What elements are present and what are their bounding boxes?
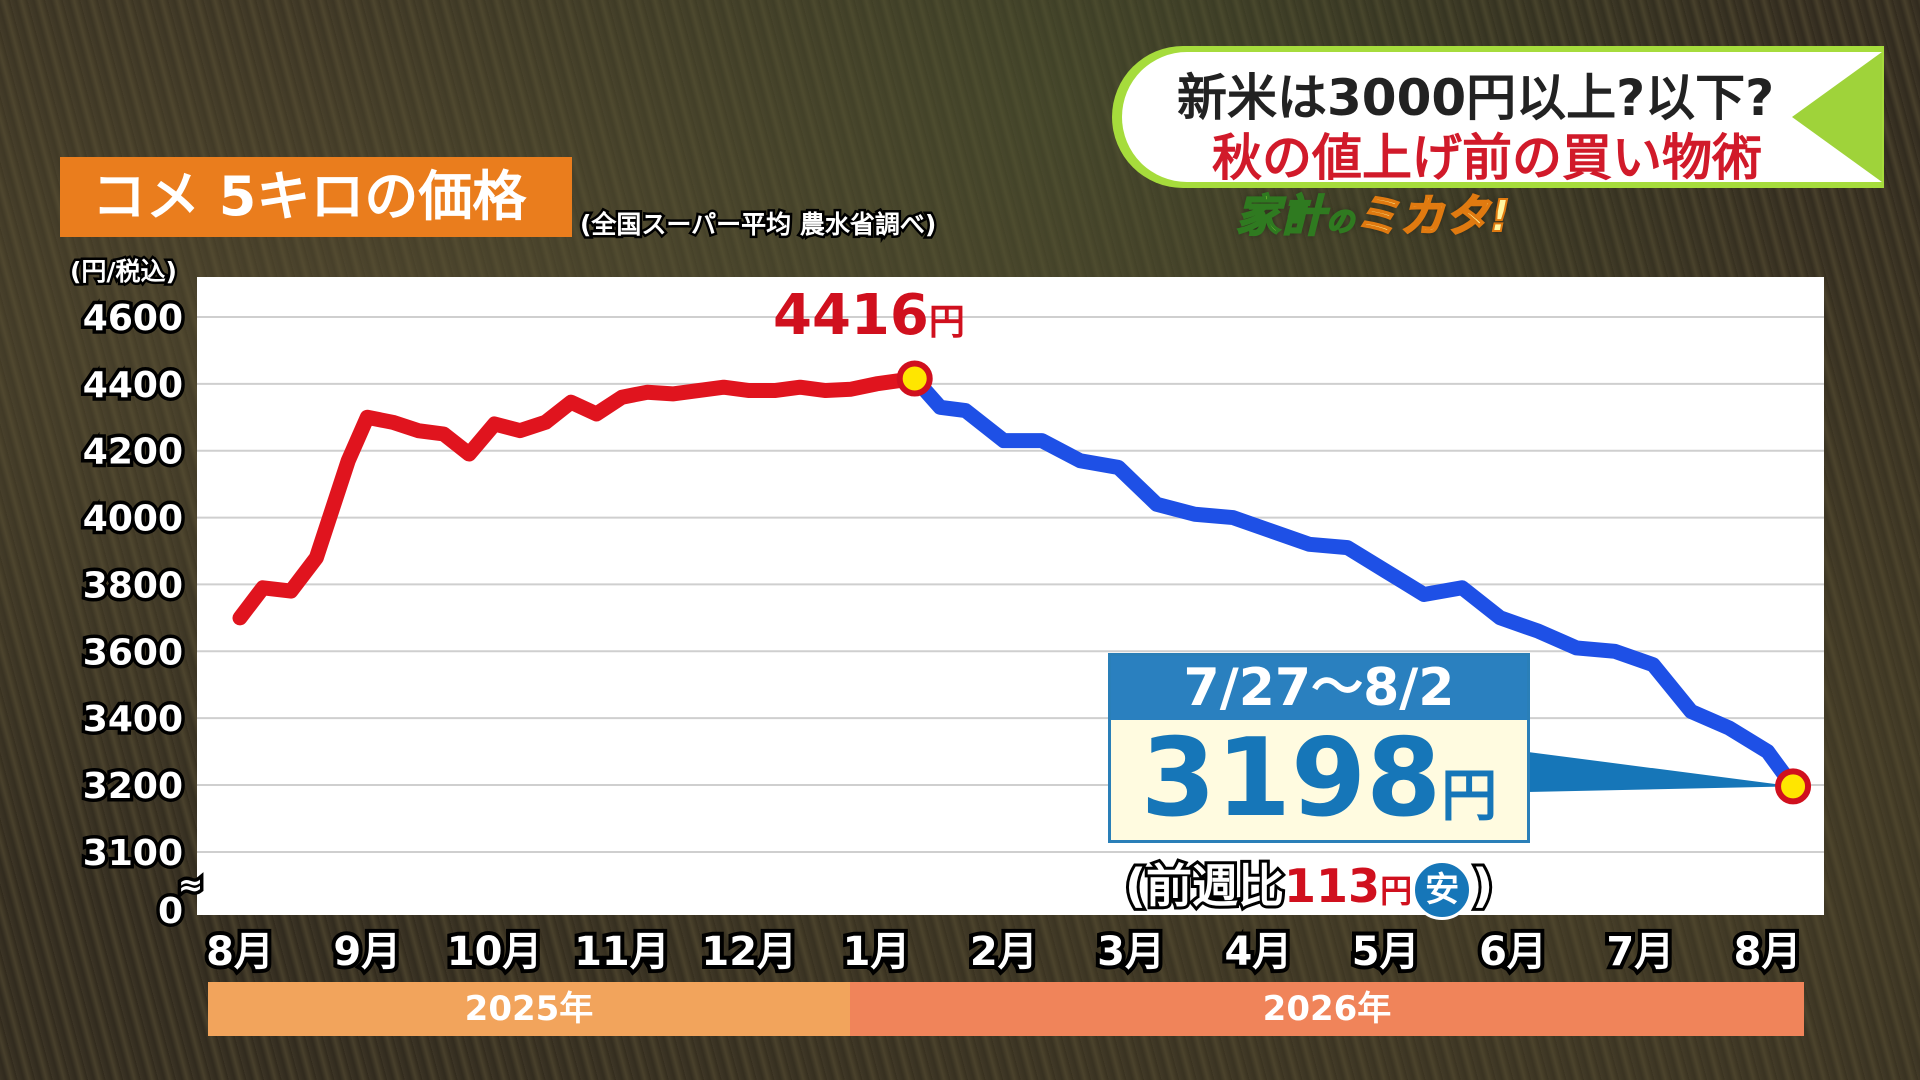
y-tick-3200: 3200 xyxy=(83,766,183,807)
logo-no: の xyxy=(1325,204,1356,239)
latest-price-callout: 7/27〜8/2 3198円 xyxy=(1108,653,1530,843)
x-tick-2: 10月 xyxy=(447,929,543,975)
callout-pointer-wedge xyxy=(1528,752,1794,792)
banner-arrow xyxy=(1792,52,1882,182)
y-ticks: 4600 4400 4200 4000 3800 3600 3400 3200 3100 0 xyxy=(79,295,186,936)
y-tick-3600: 3600 xyxy=(83,632,183,673)
series-markers xyxy=(896,360,1812,805)
series-line-rise xyxy=(232,371,923,626)
peak-annotation: 4416円 xyxy=(773,283,965,348)
headline-line2: 秋の値上げ前の買い物術 xyxy=(1212,129,1762,187)
compare-suffix: ) xyxy=(1469,856,1496,916)
peak-value: 4416 xyxy=(773,283,929,348)
logo-kakei: 家計 xyxy=(1235,190,1326,243)
latest-marker xyxy=(1775,768,1812,805)
callout-pointer xyxy=(1528,752,1794,792)
x-tick-3: 11月 xyxy=(574,929,670,975)
year-band-2026: 2026年 xyxy=(850,982,1804,1036)
x-tick-8: 4月 xyxy=(1224,929,1292,975)
logo-mikata: ミカタ! xyxy=(1354,190,1512,243)
y-tick-3400: 3400 xyxy=(83,699,183,740)
grid-lines xyxy=(197,316,1824,853)
x-tick-5: 1月 xyxy=(843,929,911,975)
compare-value: 113 xyxy=(1281,856,1383,916)
series-line-fall xyxy=(907,371,1801,794)
x-ticks: 8月 9月 10月 11月 12月 1月 2月 3月 4月 5月 6月 7月 8月 xyxy=(202,925,1805,979)
x-tick-11: 7月 xyxy=(1606,929,1674,975)
y-tick-3800: 3800 xyxy=(83,565,183,606)
chart-title: コメ 5キロの価格 xyxy=(60,157,572,237)
program-logo: 家計のミカタ! xyxy=(1235,180,1512,244)
x-tick-4: 12月 xyxy=(701,929,797,975)
cheaper-badge: 安 xyxy=(1412,859,1473,920)
x-tick-6: 2月 xyxy=(970,929,1038,975)
axis-break-symbol: ≈ xyxy=(178,868,203,903)
headline-line1: 新米は3000円以上?以下? xyxy=(1177,69,1775,127)
y-tick-4000: 4000 xyxy=(83,499,183,540)
y-tick-4200: 4200 xyxy=(83,432,183,473)
chart-subtitle: (全国スーパー平均 農水省調べ) xyxy=(577,208,938,242)
compare-prefix: (前週比 xyxy=(1122,856,1287,916)
x-tick-1: 9月 xyxy=(333,929,401,975)
peak-unit: 円 xyxy=(928,302,965,343)
y-tick-4600: 4600 xyxy=(83,298,183,339)
latest-unit: 円 xyxy=(1441,764,1498,829)
y-tick-3100: 3100 xyxy=(83,833,183,874)
y-tick-0: 0 xyxy=(158,891,183,932)
x-tick-10: 6月 xyxy=(1479,929,1547,975)
week-comparison: (前週比113円安) xyxy=(1122,850,1496,920)
plot-area xyxy=(197,277,1824,915)
x-tick-9: 5月 xyxy=(1352,929,1420,975)
peak-marker xyxy=(896,360,933,397)
y-tick-4400: 4400 xyxy=(83,365,183,406)
x-tick-12: 8月 xyxy=(1734,929,1802,975)
year-band-2025: 2025年 xyxy=(208,982,850,1036)
callout-period: 7/27〜8/2 xyxy=(1111,656,1527,720)
series-lines xyxy=(232,371,1801,794)
x-tick-0: 8月 xyxy=(206,929,274,975)
latest-value: 3198 xyxy=(1140,716,1442,841)
headline-banner: 新米は3000円以上?以下? 秋の値上げ前の買い物術 xyxy=(1122,52,1882,187)
x-tick-7: 3月 xyxy=(1097,929,1165,975)
y-axis-unit: (円/税込) xyxy=(68,255,180,289)
compare-unit: 円 xyxy=(1378,870,1415,913)
callout-price: 3198円 xyxy=(1111,720,1527,856)
